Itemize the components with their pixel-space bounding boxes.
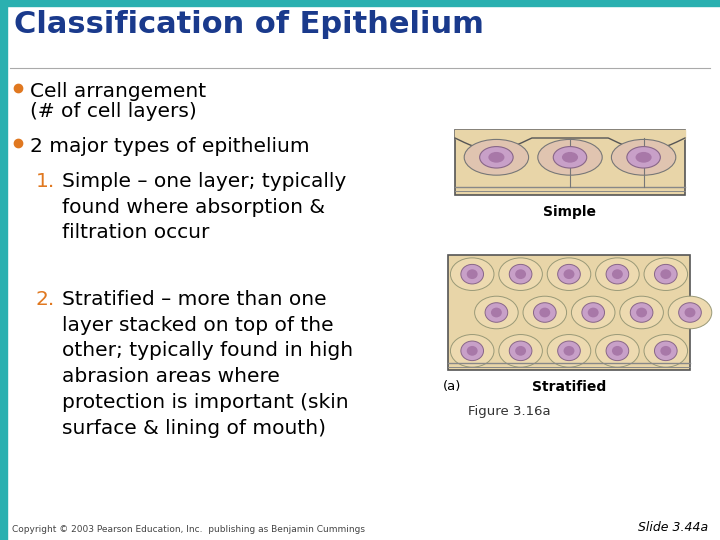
Ellipse shape [553,146,587,168]
Ellipse shape [509,341,532,361]
Ellipse shape [491,308,502,318]
Ellipse shape [558,341,580,361]
Ellipse shape [488,152,505,163]
Ellipse shape [606,341,629,361]
Text: (a): (a) [443,380,462,393]
FancyBboxPatch shape [448,255,690,370]
Ellipse shape [564,346,575,356]
Text: Copyright © 2003 Pearson Education, Inc.  publishing as Benjamin Cummings: Copyright © 2003 Pearson Education, Inc.… [12,525,365,534]
Ellipse shape [467,269,477,279]
Ellipse shape [582,303,605,322]
Text: 1.: 1. [36,172,55,191]
Text: Stratified – more than one
layer stacked on top of the
other; typically found in: Stratified – more than one layer stacked… [62,290,353,438]
Ellipse shape [547,258,591,291]
Text: Figure 3.16a: Figure 3.16a [468,405,551,418]
Ellipse shape [572,296,615,329]
Ellipse shape [620,296,663,329]
Text: 2 major types of epithelium: 2 major types of epithelium [30,137,310,156]
Ellipse shape [480,146,513,168]
Bar [0,0,720,6]
Text: (# of cell layers): (# of cell layers) [30,102,197,121]
Ellipse shape [660,346,671,356]
Ellipse shape [595,258,639,291]
Ellipse shape [668,296,712,329]
Text: Slide 3.44a: Slide 3.44a [638,521,708,534]
Ellipse shape [461,265,484,284]
Ellipse shape [660,269,671,279]
Ellipse shape [461,341,484,361]
Ellipse shape [606,265,629,284]
Text: Stratified: Stratified [532,380,606,394]
Ellipse shape [474,296,518,329]
Ellipse shape [558,265,580,284]
Ellipse shape [564,269,575,279]
Ellipse shape [515,269,526,279]
Bar [0,0,7,540]
Ellipse shape [523,296,567,329]
Ellipse shape [612,346,623,356]
Ellipse shape [636,308,647,318]
Ellipse shape [644,258,688,291]
Ellipse shape [636,152,652,163]
Ellipse shape [451,258,494,291]
Ellipse shape [485,303,508,322]
Text: Simple – one layer; typically
found where absorption &
filtration occur: Simple – one layer; typically found wher… [62,172,346,242]
Ellipse shape [509,265,532,284]
Ellipse shape [612,269,623,279]
Ellipse shape [611,139,676,175]
Ellipse shape [515,346,526,356]
Ellipse shape [630,303,653,322]
Ellipse shape [467,346,477,356]
Ellipse shape [627,146,660,168]
Text: Cell arrangement: Cell arrangement [30,82,206,101]
Ellipse shape [644,335,688,367]
Ellipse shape [595,335,639,367]
Ellipse shape [654,265,677,284]
Ellipse shape [499,335,542,367]
Text: Simple: Simple [544,205,596,219]
Ellipse shape [654,341,677,361]
Text: Classification of Epithelium: Classification of Epithelium [14,10,484,39]
Ellipse shape [562,152,578,163]
Ellipse shape [588,308,598,318]
Ellipse shape [679,303,701,322]
Ellipse shape [499,258,542,291]
Ellipse shape [685,308,696,318]
FancyBboxPatch shape [455,130,685,195]
Ellipse shape [538,139,602,175]
Ellipse shape [539,308,550,318]
Text: 2.: 2. [36,290,55,309]
Ellipse shape [464,139,528,175]
Ellipse shape [451,335,494,367]
Ellipse shape [534,303,556,322]
Ellipse shape [547,335,591,367]
